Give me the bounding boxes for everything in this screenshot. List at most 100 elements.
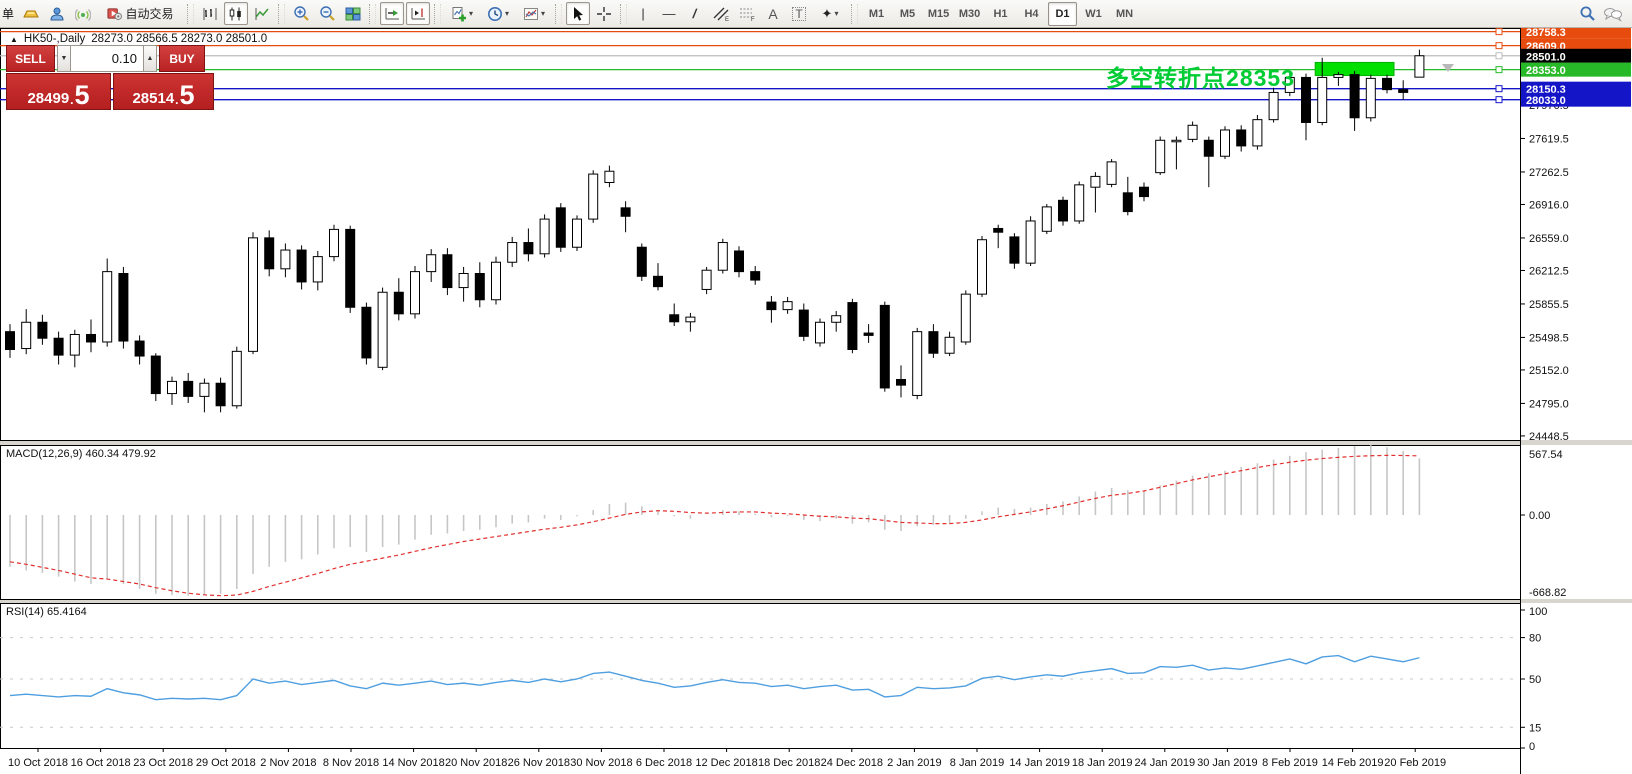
- sell-button[interactable]: SELL: [6, 45, 55, 72]
- date-label: 8 Jan 2019: [950, 757, 1004, 769]
- buy-price-integer: 28514: [132, 89, 175, 107]
- rsi-tick-label: 15: [1529, 722, 1541, 734]
- candle-body: [37, 321, 48, 339]
- date-label: 2 Nov 2018: [260, 757, 316, 769]
- price-tick-label: 25498.5: [1529, 332, 1569, 344]
- zoom-out-button[interactable]: [315, 2, 339, 25]
- line-handle[interactable]: [1495, 96, 1503, 104]
- search-button[interactable]: [1575, 2, 1599, 25]
- price-badge[interactable]: [1521, 28, 1631, 39]
- line-chart-button[interactable]: [250, 2, 274, 25]
- sell-price-display[interactable]: 28499. 5: [6, 73, 111, 110]
- macd-pane-frame: [0, 445, 1521, 600]
- timeframe-mn[interactable]: MN: [1115, 7, 1134, 20]
- auto-trading-icon: [106, 8, 122, 20]
- volume-increase-button[interactable]: ▲: [143, 45, 157, 72]
- toolbar-separator: [555, 3, 563, 24]
- timeframe-w1[interactable]: W1: [1085, 7, 1102, 20]
- candle-body: [701, 269, 712, 290]
- fibonacci-tool[interactable]: F: [735, 2, 759, 25]
- text-tool[interactable]: A: [761, 2, 785, 25]
- candle-body: [863, 332, 874, 336]
- auto-scroll-button[interactable]: [380, 2, 405, 25]
- bar-chart-button[interactable]: [198, 2, 222, 25]
- date-label: 30 Jan 2019: [1197, 757, 1258, 769]
- crosshair-button[interactable]: [592, 2, 616, 25]
- candle-body: [1398, 89, 1409, 93]
- candle-body: [555, 207, 566, 248]
- candle-body: [1268, 91, 1279, 121]
- price-badge[interactable]: [1521, 48, 1631, 63]
- text-label-tool[interactable]: T: [787, 2, 811, 25]
- candle-body: [1058, 199, 1068, 222]
- indicators-button[interactable]: ▾: [445, 2, 479, 25]
- candlestick-chart-button[interactable]: [224, 2, 249, 25]
- signal-icon[interactable]: [71, 2, 95, 25]
- line-handle[interactable]: [1495, 42, 1503, 50]
- trendline-tool[interactable]: /: [683, 2, 707, 25]
- price-badge[interactable]: [1521, 62, 1631, 77]
- volume-decrease-button[interactable]: ▼: [57, 45, 71, 72]
- turning-point-annotation[interactable]: 多空转折点28353: [1106, 65, 1295, 91]
- line-handle[interactable]: [1495, 66, 1503, 74]
- collapse-triangle-icon[interactable]: ▲: [10, 34, 18, 44]
- candle-body: [685, 316, 696, 323]
- templates-button[interactable]: ▾: [517, 2, 551, 25]
- timeframe-h1[interactable]: H1: [993, 7, 1008, 20]
- rsi-indicator-label: RSI(14) 65.4164: [6, 606, 87, 618]
- search-icon: [1580, 6, 1595, 21]
- timeframe-m5[interactable]: M5: [899, 7, 916, 20]
- buy-button[interactable]: BUY: [159, 45, 205, 72]
- horizontal-line-tool[interactable]: —: [657, 2, 681, 25]
- zoom-in-button[interactable]: [289, 2, 313, 25]
- svg-text:F: F: [751, 17, 755, 22]
- line-handle[interactable]: [1495, 52, 1503, 60]
- candle-body: [1139, 186, 1149, 198]
- candle-body: [782, 301, 793, 311]
- price-tick-label: 24795.0: [1529, 398, 1569, 410]
- periods-button[interactable]: ▾: [481, 2, 515, 25]
- svg-text:E: E: [725, 17, 729, 22]
- timeframe-m1[interactable]: M1: [868, 7, 885, 20]
- chart-window[interactable]: 27976.527619.527262.526916.026559.026212…: [0, 28, 1632, 774]
- menu-item-partial[interactable]: 单: [2, 7, 15, 21]
- tile-windows-button[interactable]: [341, 2, 365, 25]
- candle-body: [1382, 77, 1392, 91]
- chart-canvas[interactable]: 27976.527619.527262.526916.026559.026212…: [0, 28, 1632, 774]
- auto-trading-button[interactable]: 自动交易: [97, 2, 183, 25]
- bar-chart-icon: [203, 7, 217, 20]
- toolbar-separator: [369, 3, 377, 24]
- price-tick-label: 26916.0: [1529, 199, 1569, 211]
- timeframe-h4[interactable]: H4: [1024, 7, 1039, 20]
- candle-body: [928, 331, 939, 354]
- candle-body: [361, 306, 372, 359]
- price-badge[interactable]: [1521, 92, 1631, 107]
- timeframe-m30[interactable]: M30: [958, 7, 981, 20]
- community-icon[interactable]: [45, 2, 69, 25]
- chart-shift-button[interactable]: [406, 2, 431, 25]
- candle-body: [977, 239, 987, 295]
- equidistant-channel-tool[interactable]: E: [709, 2, 733, 25]
- cursor-button[interactable]: [566, 2, 591, 25]
- candle-body: [280, 249, 291, 270]
- price-badge[interactable]: [1521, 81, 1631, 96]
- volume-input[interactable]: 0.10: [71, 45, 143, 72]
- rsi-tick-label: 80: [1529, 633, 1541, 645]
- candle-body: [1090, 175, 1101, 188]
- line-handle[interactable]: [1495, 85, 1503, 93]
- line-handle[interactable]: [1495, 28, 1503, 36]
- candle-body: [393, 291, 404, 315]
- comments-button[interactable]: [1601, 2, 1625, 25]
- candle-body: [572, 218, 582, 248]
- gold-symbol-icon[interactable]: [19, 2, 43, 25]
- chart-shift-marker[interactable]: [1442, 64, 1454, 72]
- date-label: 14 Feb 2019: [1322, 757, 1384, 769]
- timeframe-d1[interactable]: D1: [1048, 1, 1078, 26]
- candle-body: [474, 272, 485, 301]
- buy-price-display[interactable]: 28514. 5: [113, 73, 214, 110]
- timeframe-m15[interactable]: M15: [927, 7, 950, 20]
- vertical-line-tool[interactable]: |: [631, 2, 655, 25]
- arrows-tool[interactable]: ✦ ▾: [813, 2, 847, 25]
- one-click-trading-panel: SELL ▼ 0.10 ▲ BUY 28499. 5 28514. 5: [6, 45, 216, 110]
- candle-body: [653, 275, 663, 288]
